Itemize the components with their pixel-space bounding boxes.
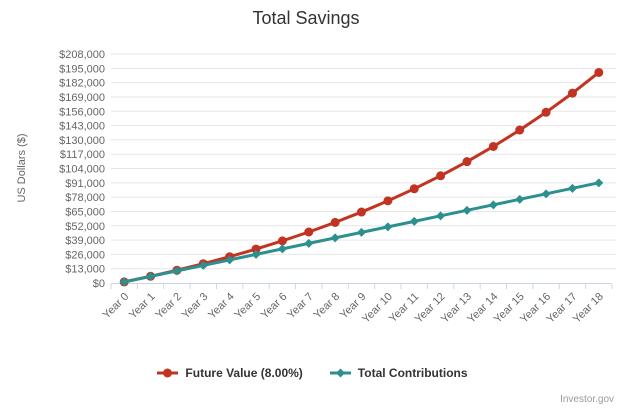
y-axis-tick-label: $39,000 <box>65 235 105 247</box>
future-value-data-point[interactable] <box>383 196 393 206</box>
y-axis-tick-label: $65,000 <box>65 206 105 218</box>
future-value-data-point[interactable] <box>409 184 419 194</box>
legend-symbol-circle-icon <box>157 368 179 378</box>
legend: Future Value (8.00%) Total Contributions <box>0 366 624 380</box>
x-axis-tick-label: Year 2 <box>153 291 184 322</box>
future-value-data-point[interactable] <box>277 236 287 246</box>
y-axis-tick-label: $169,000 <box>59 92 105 104</box>
y-axis-tick-label: $195,000 <box>59 63 105 75</box>
y-axis-tick-label: $182,000 <box>59 78 105 90</box>
chart-title: Total Savings <box>252 8 360 28</box>
y-axis-tick-label: $130,000 <box>59 135 105 147</box>
x-axis-tick-label: Year 6 <box>259 291 290 322</box>
legend-item-total-contributions[interactable]: Total Contributions <box>329 366 468 380</box>
total-contributions-data-point[interactable] <box>251 249 261 259</box>
y-axis-tick-label: $0 <box>93 278 105 290</box>
y-axis-tick-label: $208,000 <box>59 49 105 61</box>
total-contributions-data-point[interactable] <box>594 178 604 188</box>
future-value-data-point[interactable] <box>594 67 604 77</box>
total-contributions-data-point[interactable] <box>462 205 472 215</box>
future-value-data-point[interactable] <box>251 244 261 254</box>
total-contributions-data-point[interactable] <box>304 238 314 248</box>
total-contributions-data-point[interactable] <box>357 227 366 237</box>
future-value-data-point[interactable] <box>515 125 525 135</box>
legend-item-future-value[interactable]: Future Value (8.00%) <box>156 366 303 380</box>
total-contributions-data-point[interactable] <box>172 266 182 276</box>
y-axis-tick-label: $104,000 <box>59 164 105 176</box>
y-axis-tick-label: $143,000 <box>59 121 105 133</box>
y-axis-tick-label: $26,000 <box>65 249 105 261</box>
total-contributions-data-point[interactable] <box>488 200 498 210</box>
total-contributions-data-point[interactable] <box>198 260 208 270</box>
future-value-data-point[interactable] <box>488 141 498 151</box>
total-contributions-data-point[interactable] <box>567 183 577 193</box>
y-axis-tick-label: $13,000 <box>65 264 105 276</box>
future-value-data-point[interactable] <box>541 107 551 117</box>
total-contributions-data-point[interactable] <box>330 233 340 243</box>
future-value-data-point[interactable] <box>567 88 577 98</box>
legend-symbol-diamond-icon <box>329 368 351 378</box>
total-contributions-data-point[interactable] <box>436 211 446 221</box>
future-value-data-point[interactable] <box>436 171 446 181</box>
credits-link[interactable]: Investor.gov <box>560 394 614 405</box>
legend-label-total-contributions: Total Contributions <box>357 366 468 380</box>
y-axis-tick-label: $156,000 <box>59 106 105 118</box>
y-axis-title: US Dollars ($) <box>16 133 28 203</box>
future-value-data-point[interactable] <box>330 217 340 227</box>
legend-label-future-value: Future Value (8.00%) <box>185 366 303 380</box>
total-contributions-data-point[interactable] <box>409 216 419 226</box>
total-contributions-data-point[interactable] <box>146 271 156 281</box>
future-value-series-line <box>122 70 601 284</box>
total-contributions-data-point[interactable] <box>541 189 551 199</box>
future-value-data-point[interactable] <box>357 207 366 217</box>
y-axis-tick-label: $52,000 <box>65 221 105 233</box>
total-contributions-data-point[interactable] <box>515 194 525 204</box>
future-value-data-point[interactable] <box>462 157 472 167</box>
y-axis-tick-label: $91,000 <box>65 178 105 190</box>
x-axis-tick-label: Year 1 <box>127 291 158 322</box>
total-contributions-data-point[interactable] <box>225 255 235 265</box>
y-axis-tick-label: $78,000 <box>65 192 105 204</box>
x-axis-tick-label: Year 8 <box>312 291 343 322</box>
x-axis-tick-label: Year 0 <box>101 291 132 322</box>
y-axis-tick-label: $117,000 <box>60 149 105 161</box>
x-axis-tick-label: Year 4 <box>206 291 237 322</box>
total-contributions-data-point[interactable] <box>119 277 129 287</box>
total-contributions-data-point[interactable] <box>277 244 287 254</box>
total-contributions-data-point[interactable] <box>383 222 393 232</box>
x-axis-tick-label: Year 3 <box>180 291 211 322</box>
x-axis-tick-label: Year 5 <box>232 291 263 322</box>
future-value-data-point[interactable] <box>304 227 314 237</box>
x-axis-tick-label: Year 7 <box>285 291 316 322</box>
